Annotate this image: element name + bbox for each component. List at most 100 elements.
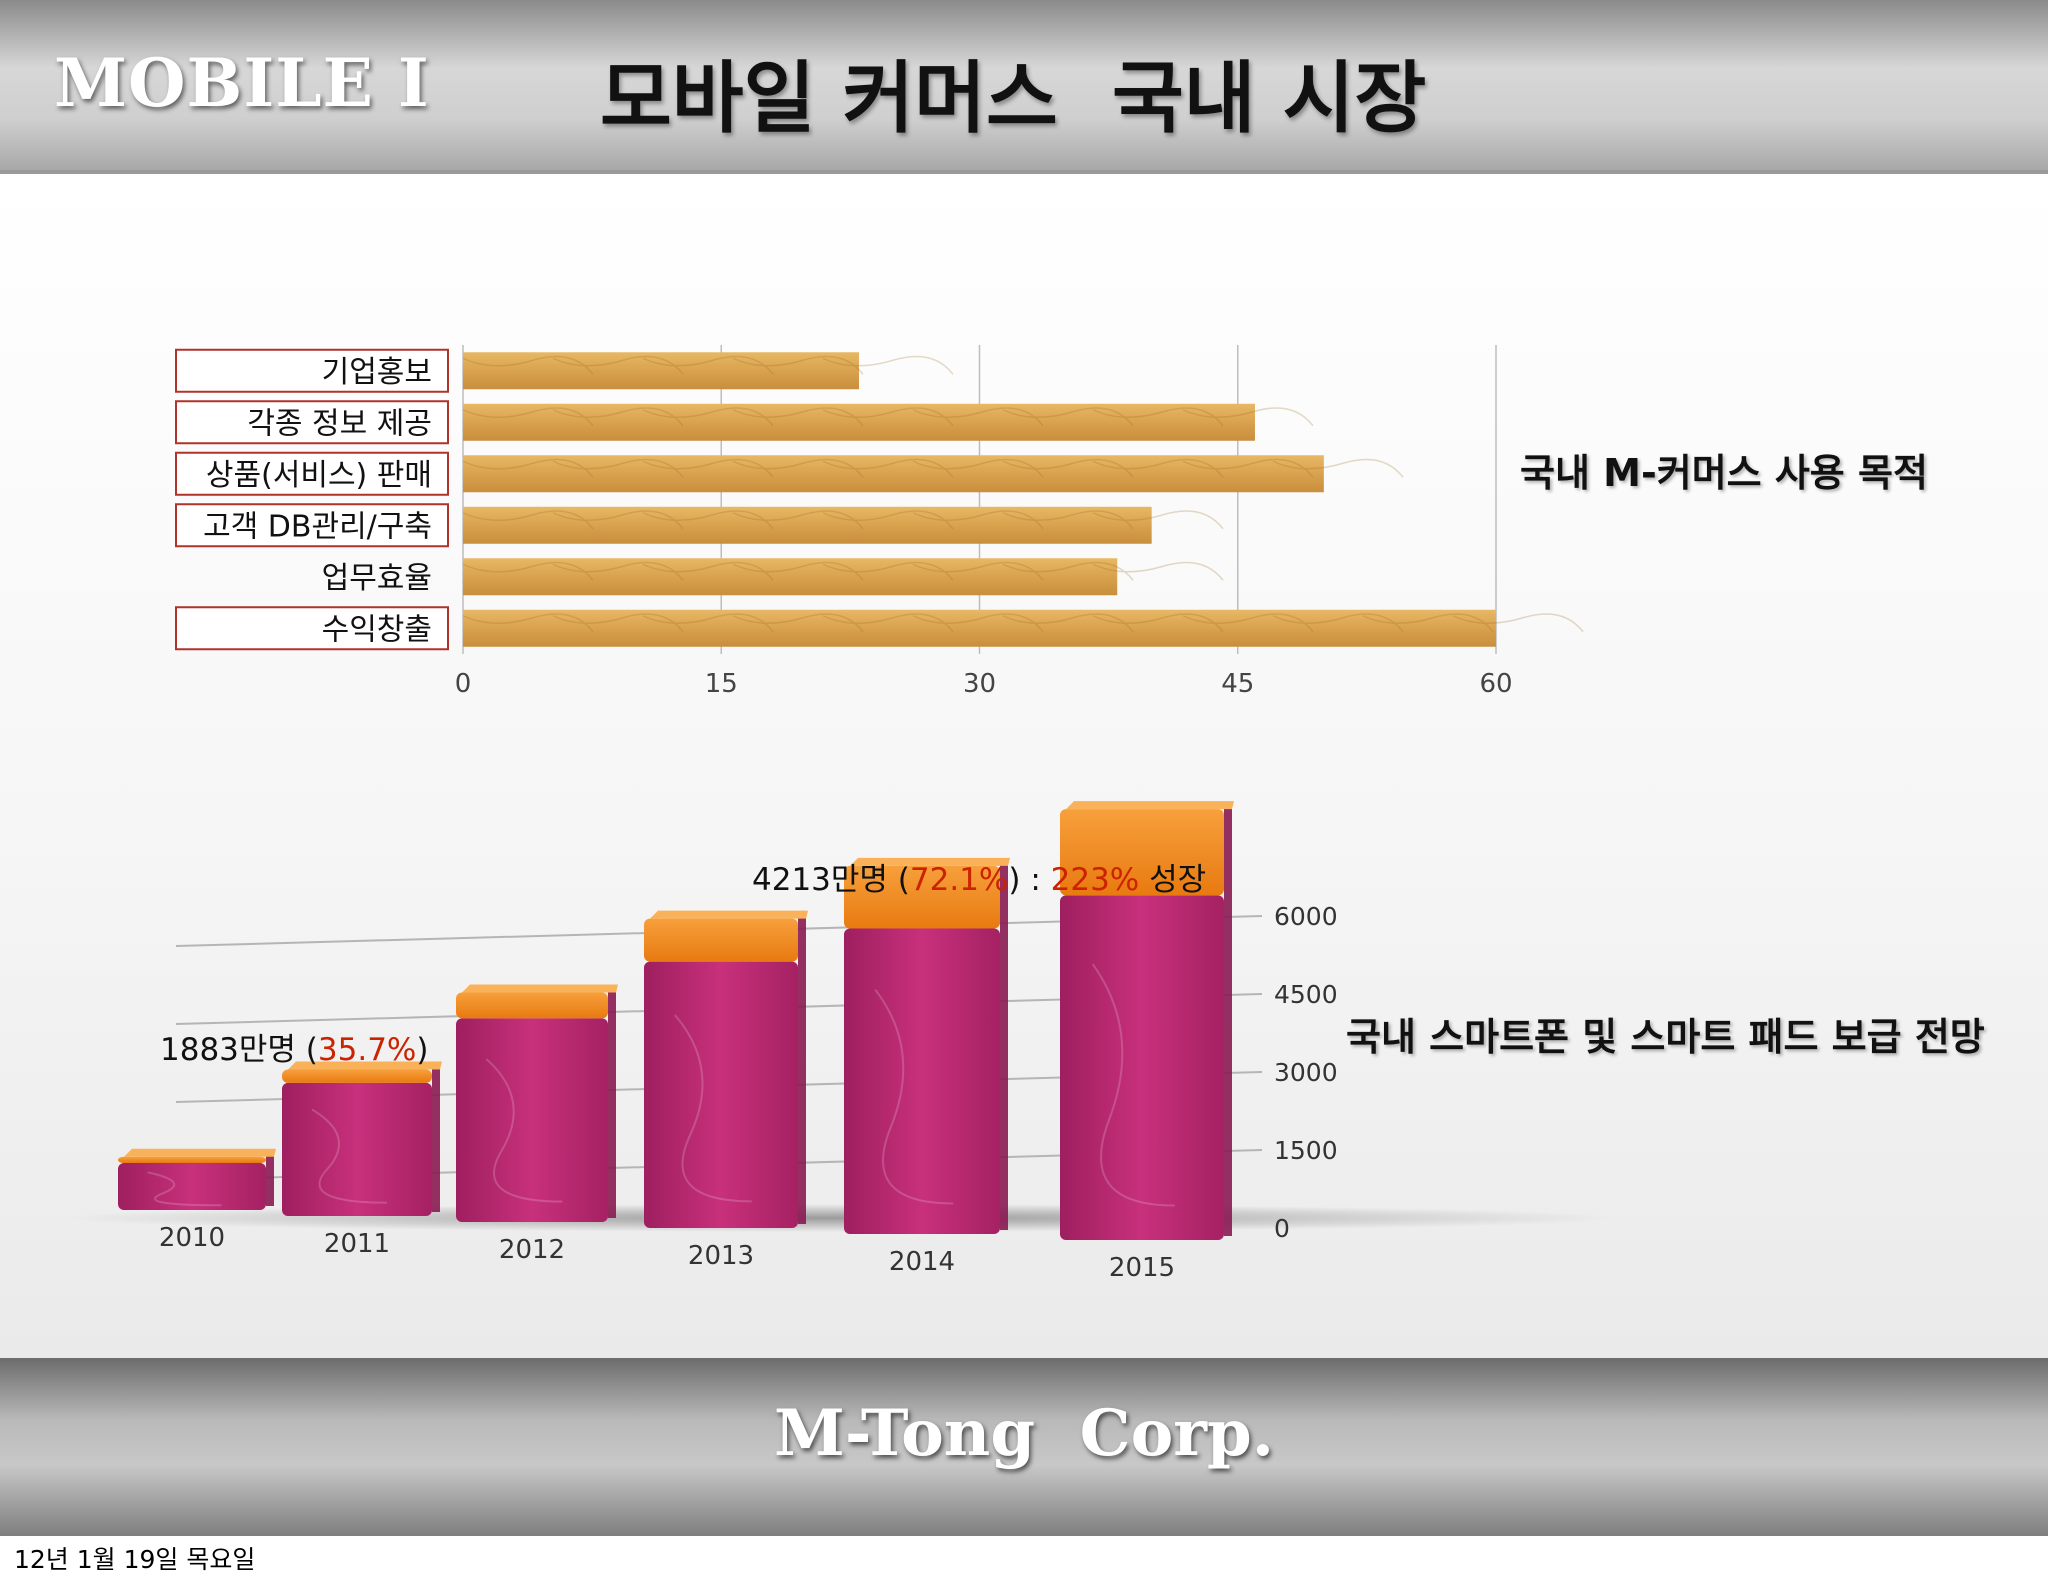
forecast-bar-sheen [674, 1014, 752, 1203]
forecast-bar-body [1060, 895, 1224, 1240]
usage-bar-texture [462, 355, 954, 375]
usage-bar [463, 455, 1324, 493]
forecast-bar-cap [462, 984, 618, 993]
forecast-bar-side [432, 1065, 440, 1212]
forecast-bar-side [1000, 861, 1008, 1230]
wood-grain-stroke [822, 613, 954, 633]
forecast-bar [644, 910, 808, 1228]
forecast-bar-sheen [874, 988, 954, 1205]
wood-grain-stroke [912, 458, 1044, 478]
wood-grain-stroke [552, 510, 684, 530]
forecast-bar [1060, 801, 1234, 1240]
wood-grain-stroke [822, 458, 954, 478]
wood-grain-stroke [552, 407, 684, 427]
usage-category-box [175, 400, 449, 445]
wood-grain-stroke [732, 561, 864, 581]
wood-grain-stroke [462, 407, 594, 427]
forecast-x-tick: 2011 [324, 1229, 390, 1259]
forecast-x-tick: 2014 [889, 1247, 955, 1277]
usage-bar-texture [462, 510, 1224, 530]
forecast-bar [282, 1061, 442, 1216]
wood-grain-stroke [732, 355, 864, 375]
forecast-bar-top-segment [118, 1156, 266, 1163]
forecast-bar-cap [288, 1061, 442, 1070]
usage-category-label: 기업홍보 [322, 355, 432, 390]
wood-grain-stroke [1092, 561, 1224, 581]
forecast-bar-top-segment [282, 1069, 432, 1083]
wood-grain-stroke [1002, 407, 1134, 427]
usage-category-box [175, 348, 449, 393]
page-title: 모바일 커머스 국내 시장 [600, 54, 1427, 144]
annotation-2010-users: 1883만명 (35.7%) [160, 1032, 428, 1068]
forecast-bar-cap [850, 857, 1010, 866]
wood-grain-stroke [912, 407, 1044, 427]
wood-grain-stroke [1272, 613, 1404, 633]
company-name: M-Tong Corp. [774, 1396, 1274, 1471]
wood-grain-stroke [1182, 613, 1314, 633]
wood-grain-stroke [552, 613, 684, 633]
forecast-bar-body [844, 928, 1000, 1234]
forecast-bar-cap [124, 1148, 276, 1157]
usage-bar [463, 609, 1496, 647]
usage-category-label: 고객 DB관리/구축 [203, 509, 432, 544]
wood-grain-stroke [642, 561, 774, 581]
usage-category-label: 각종 정보 제공 [247, 406, 432, 441]
usage-category-label: 수익창출 [322, 612, 432, 647]
forecast-bar-side [266, 1152, 274, 1206]
wood-grain-stroke [642, 613, 774, 633]
usage-category-box [175, 451, 449, 496]
wood-grain-stroke [462, 561, 594, 581]
wood-grain-stroke [552, 458, 684, 478]
usage-chart-x-ticks: 0 15 30 45 60 [455, 669, 1513, 699]
forecast-chart-y-ticks: 6000 4500 3000 1500 0 [1274, 902, 1338, 1243]
section-label: MOBILE I [54, 44, 430, 122]
forecast-bar-side [608, 988, 616, 1218]
forecast-chart-title: 국내 스마트폰 및 스마트 패드 보급 전망 [1346, 1015, 1985, 1059]
wood-grain-stroke [732, 613, 864, 633]
wood-grain-stroke [1272, 458, 1404, 478]
forecast-y-tick: 1500 [1274, 1136, 1338, 1165]
forecast-bar [844, 857, 1010, 1234]
wood-grain-stroke [1092, 458, 1224, 478]
wood-grain-stroke [462, 355, 594, 375]
usage-x-tick: 15 [705, 669, 738, 699]
usage-bar [463, 506, 1152, 544]
wood-grain-stroke [1002, 613, 1134, 633]
wood-grain-stroke [1092, 407, 1224, 427]
forecast-chart-bars [118, 801, 1234, 1240]
usage-x-tick: 60 [1479, 669, 1512, 699]
footer-banner: M-Tong Corp. [0, 1358, 2048, 1536]
usage-bar [463, 352, 859, 390]
forecast-bar-sheen [485, 1058, 563, 1203]
forecast-bar-body [644, 961, 798, 1228]
wood-grain-stroke [822, 510, 954, 530]
forecast-bar-top-segment [844, 865, 1000, 929]
forecast-y-tick: 0 [1274, 1214, 1290, 1243]
usage-chart-gridlines [462, 345, 1497, 654]
wood-grain-stroke [822, 561, 954, 581]
usage-bar-texture [462, 613, 1584, 633]
wood-grain-stroke [912, 510, 1044, 530]
forecast-bar-top-segment [456, 992, 608, 1019]
usage-category-label: 업무효율 [322, 561, 432, 596]
header-banner: MOBILE I 모바일 커머스 국내 시장 [0, 0, 2048, 174]
forecast-bar-cap [650, 910, 808, 919]
date-label: 12년 1월 19일 목요일 [14, 1545, 256, 1574]
wood-grain-stroke [1092, 510, 1224, 530]
forecast-bar-top-segment [644, 918, 798, 962]
wood-grain-stroke [1362, 613, 1494, 633]
wood-grain-stroke [462, 510, 594, 530]
wood-grain-stroke [732, 458, 864, 478]
wood-grain-stroke [552, 355, 684, 375]
usage-bar [463, 403, 1255, 441]
wood-grain-stroke [642, 510, 774, 530]
forecast-y-tick: 4500 [1274, 980, 1338, 1009]
usage-chart-bars [462, 352, 1584, 647]
wood-grain-stroke [732, 407, 864, 427]
forecast-x-tick: 2012 [499, 1235, 565, 1265]
wood-grain-stroke [1452, 613, 1584, 633]
